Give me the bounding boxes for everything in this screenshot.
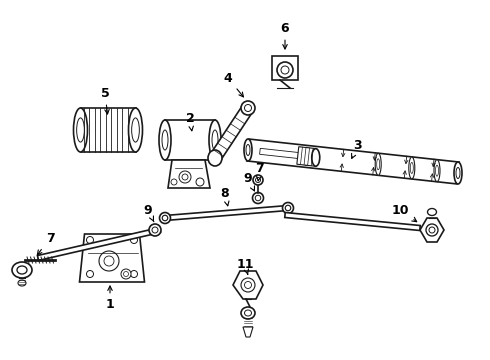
Circle shape (196, 178, 204, 186)
Circle shape (130, 237, 138, 243)
Polygon shape (420, 218, 444, 242)
Text: 4: 4 (223, 72, 244, 97)
Ellipse shape (410, 162, 413, 174)
Ellipse shape (152, 227, 158, 233)
Ellipse shape (209, 120, 221, 160)
Polygon shape (247, 139, 459, 184)
Ellipse shape (426, 224, 438, 236)
Polygon shape (243, 327, 253, 337)
Ellipse shape (18, 280, 26, 286)
Polygon shape (297, 147, 317, 166)
Text: 11: 11 (236, 258, 254, 274)
Ellipse shape (281, 66, 289, 74)
Circle shape (99, 251, 119, 271)
Circle shape (87, 237, 94, 243)
Text: 7: 7 (256, 162, 265, 181)
Ellipse shape (132, 118, 139, 142)
Ellipse shape (149, 224, 161, 236)
Polygon shape (79, 234, 145, 282)
Polygon shape (80, 108, 136, 152)
Circle shape (171, 179, 177, 185)
Text: 10: 10 (391, 203, 416, 222)
Ellipse shape (76, 118, 84, 142)
Ellipse shape (245, 104, 251, 112)
Text: 2: 2 (186, 112, 195, 131)
Circle shape (182, 174, 188, 180)
Ellipse shape (246, 144, 250, 156)
Text: 8: 8 (220, 186, 229, 206)
Ellipse shape (377, 159, 380, 170)
Polygon shape (37, 228, 161, 260)
Text: 7: 7 (37, 231, 54, 255)
Ellipse shape (436, 165, 439, 176)
Ellipse shape (409, 157, 415, 179)
Ellipse shape (252, 193, 264, 203)
Polygon shape (233, 271, 263, 299)
Circle shape (179, 171, 191, 183)
Circle shape (121, 269, 131, 279)
Circle shape (123, 271, 128, 276)
Ellipse shape (74, 108, 88, 152)
Polygon shape (165, 206, 288, 220)
Ellipse shape (255, 195, 261, 201)
Ellipse shape (208, 150, 222, 166)
Ellipse shape (241, 278, 255, 292)
Ellipse shape (456, 167, 460, 179)
Ellipse shape (245, 282, 251, 288)
Ellipse shape (283, 202, 294, 213)
Polygon shape (272, 56, 298, 80)
Ellipse shape (303, 148, 311, 165)
Ellipse shape (375, 153, 381, 175)
Ellipse shape (12, 262, 32, 278)
Polygon shape (210, 105, 253, 161)
Text: 9: 9 (244, 171, 254, 191)
Ellipse shape (244, 139, 252, 161)
Ellipse shape (312, 149, 320, 166)
Text: 1: 1 (106, 286, 114, 311)
Polygon shape (285, 212, 420, 230)
Ellipse shape (427, 208, 437, 216)
Ellipse shape (429, 227, 435, 233)
Ellipse shape (128, 108, 143, 152)
Ellipse shape (277, 62, 293, 78)
Ellipse shape (241, 101, 255, 115)
Ellipse shape (159, 120, 171, 160)
Ellipse shape (434, 160, 440, 182)
Circle shape (130, 270, 138, 278)
Ellipse shape (245, 310, 251, 316)
Ellipse shape (160, 212, 171, 224)
Ellipse shape (17, 266, 27, 274)
Ellipse shape (285, 205, 291, 211)
Ellipse shape (253, 175, 263, 185)
Ellipse shape (162, 130, 168, 150)
Polygon shape (260, 148, 307, 159)
Ellipse shape (212, 130, 218, 150)
Ellipse shape (162, 215, 168, 221)
Text: 3: 3 (352, 139, 362, 158)
Circle shape (87, 270, 94, 278)
Polygon shape (168, 160, 210, 188)
Polygon shape (165, 120, 215, 160)
Ellipse shape (454, 162, 462, 184)
Text: 6: 6 (281, 22, 289, 49)
Circle shape (104, 256, 114, 266)
Ellipse shape (241, 307, 255, 319)
Ellipse shape (255, 177, 261, 183)
Text: 5: 5 (100, 86, 109, 114)
Text: 9: 9 (144, 203, 154, 222)
